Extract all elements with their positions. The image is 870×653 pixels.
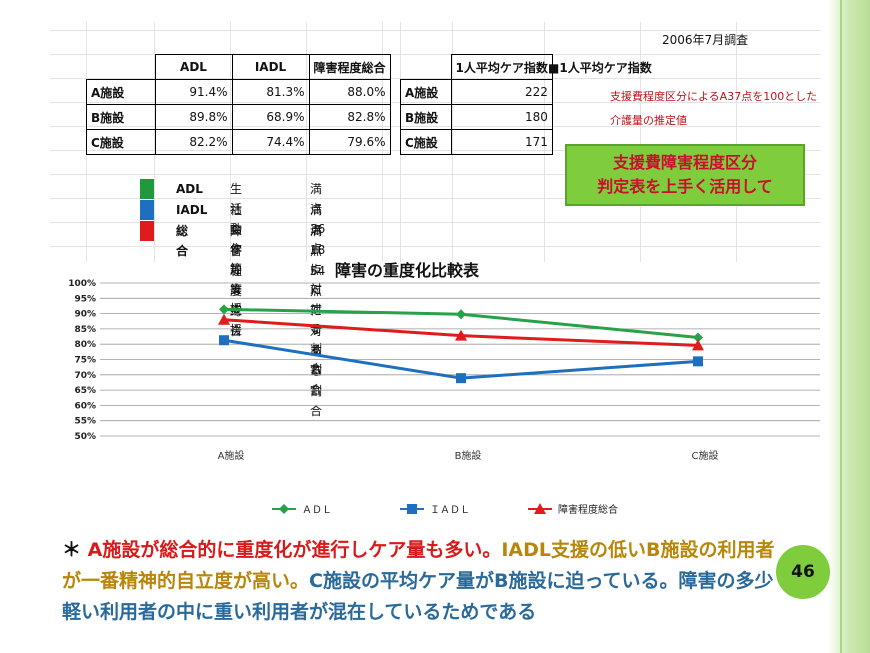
care-index-note: 支援費程度区分によるA37点を100とした (610, 90, 818, 103)
callout-box: 支援費障害程度区分 判定表を上手く活用して (565, 144, 805, 206)
line-chart: 50% 55% 60% 65% 70% 75% 80% 85% 90% 95% 100% A施設 B施設… (68, 279, 820, 516)
y-tick-label: 60% (74, 401, 96, 411)
table-row: B施設 180 (400, 104, 553, 130)
data-point (219, 304, 229, 315)
table-row: A施設 222 (400, 79, 553, 105)
care-index-table: 1人平均ケア指数 A施設 222 B施設 180 C施設 171 (400, 54, 553, 155)
col-header-iadl: IADL (231, 54, 310, 80)
data-point (456, 373, 466, 384)
y-tick-label: 75% (74, 356, 96, 366)
y-tick-label: 50% (74, 432, 96, 442)
y-tick-label: 85% (74, 325, 96, 335)
callout-line-1: 支援費障害程度区分 (612, 153, 757, 172)
slide-border-decoration (828, 0, 870, 653)
col-header-total: 障害程度総合 (308, 54, 391, 80)
y-tick-label: 70% (74, 371, 96, 381)
y-tick-label: 100% (68, 279, 96, 289)
care-index-note-2: 介護量の推定値 (610, 114, 687, 127)
chart-title: 障害の重度化比較表 (335, 261, 480, 280)
legend-label: 障害程度総合 (558, 503, 618, 516)
data-point (219, 335, 229, 346)
y-tick-label: 95% (74, 294, 96, 304)
legend-label: ＩＡＤＬ (430, 505, 470, 516)
x-tick-label: A施設 (218, 449, 245, 462)
table-row: C施設 171 (400, 129, 553, 155)
table-row: C施設 82.2% 74.4% 79.6% (86, 129, 391, 155)
y-tick-label: 80% (74, 340, 96, 350)
table-row: B施設 89.8% 68.9% 82.8% (86, 104, 391, 130)
y-tick-label: 55% (74, 417, 96, 427)
total-swatch (140, 221, 154, 241)
data-point (455, 329, 467, 341)
data-point (693, 332, 703, 343)
table-row: A施設 91.4% 81.3% 88.0% (86, 79, 391, 105)
legend-label: ＡＤＬ (302, 505, 332, 516)
x-tick-label: B施設 (455, 449, 482, 462)
data-point (534, 503, 546, 514)
callout-line-2: 判定表を上手く活用して (597, 177, 773, 196)
x-tick-label: C施設 (692, 449, 719, 462)
y-tick-label: 90% (74, 310, 96, 320)
care-index-legend: ■1人平均ケア指数 (548, 61, 652, 75)
summary-text: ＊ A施設が総合的に重度化が進行しケア量も多い。IADL支援の低いB施設の利用者… (62, 539, 775, 623)
adl-swatch (140, 179, 154, 199)
data-point (693, 356, 703, 367)
data-point (692, 339, 704, 351)
data-point (456, 309, 466, 320)
y-tick-label: 65% (74, 386, 96, 396)
ratio-table: ADL IADL 障害程度総合 A施設 91.4% 81.3% 88.0% B施… (86, 54, 391, 155)
survey-date: 2006年7月調査 (662, 33, 749, 47)
data-point (218, 313, 230, 325)
page-number: 46 (776, 545, 830, 599)
col-header-care-index: 1人平均ケア指数 (450, 54, 553, 80)
col-header-adl: ADL (154, 54, 233, 80)
iadl-swatch (140, 200, 154, 220)
data-point (279, 504, 289, 514)
data-point (407, 504, 417, 514)
